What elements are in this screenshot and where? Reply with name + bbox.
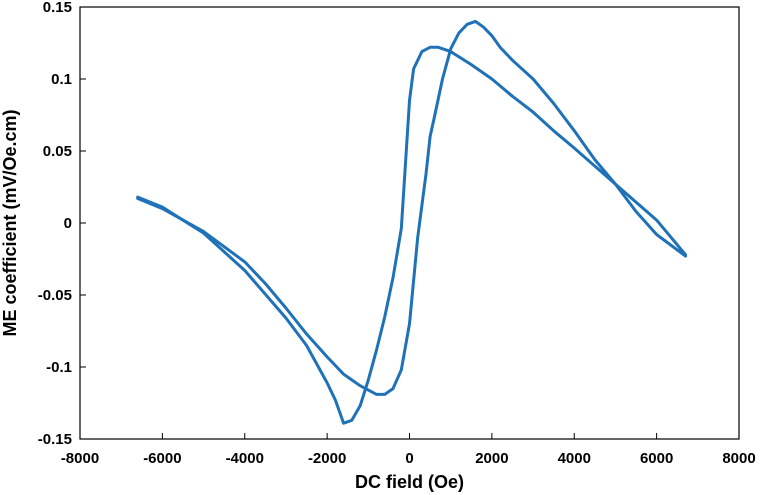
x-tick-label: 2000 <box>475 450 508 467</box>
x-tick-label: -2000 <box>308 450 346 467</box>
y-tick-label: 0.15 <box>43 0 72 16</box>
plot-area <box>79 6 740 440</box>
y-tick-label: 0.1 <box>51 71 72 88</box>
x-tick-label: 8000 <box>722 450 755 467</box>
series-line-1 <box>136 45 687 425</box>
x-tick-label: -8000 <box>61 450 99 467</box>
x-tick-label: 6000 <box>640 450 673 467</box>
x-tick-label: 0 <box>405 450 413 467</box>
x-tick-label: -4000 <box>226 450 264 467</box>
series-line-2 <box>136 19 687 396</box>
x-axis-title: DC field (Oe) <box>355 472 464 492</box>
y-tick-label: -0.15 <box>38 431 72 448</box>
x-tick-label: -6000 <box>143 450 181 467</box>
x-tick-label: 4000 <box>558 450 591 467</box>
y-tick-label: -0.05 <box>38 287 72 304</box>
y-axis-title: ME coefficient (mV/Oe.cm) <box>0 109 20 336</box>
y-tick-label: -0.1 <box>46 359 72 376</box>
y-tick-label: 0.05 <box>43 143 72 160</box>
y-tick-label: 0 <box>64 215 72 232</box>
data-layer <box>136 19 687 425</box>
ticks-layer: -8000 -6000 -4000 -2000 0 2000 4000 6000 8000 -0.… <box>38 0 756 467</box>
